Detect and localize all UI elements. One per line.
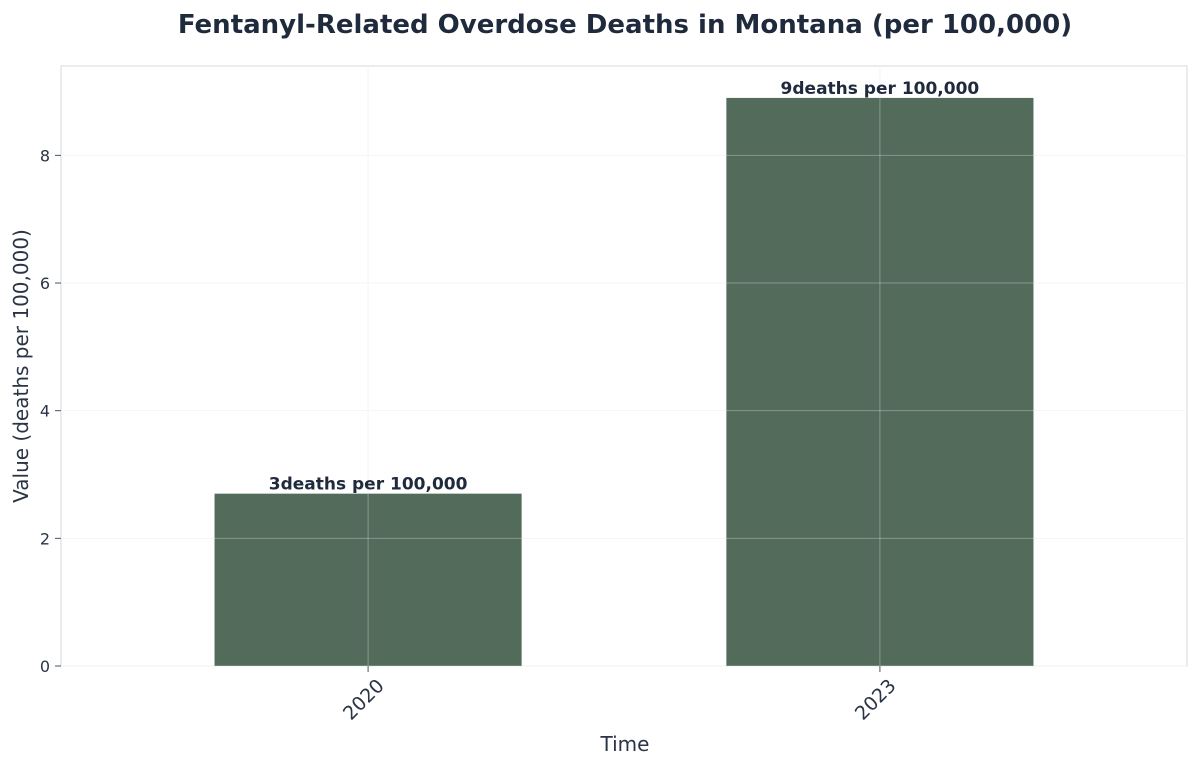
y-tick-label: 8 xyxy=(40,146,50,165)
y-tick-label: 0 xyxy=(40,657,50,676)
x-tick-label: 2020 xyxy=(339,675,389,725)
y-tick-label: 4 xyxy=(40,402,50,421)
bar-2023 xyxy=(726,97,1034,666)
chart-title: Fentanyl-Related Overdose Deaths in Mont… xyxy=(178,10,1072,40)
y-axis: 0 2 4 6 8 xyxy=(40,146,61,676)
data-label-2020: 3deaths per 100,000 xyxy=(269,475,468,495)
y-axis-label: Value (deaths per 100,000) xyxy=(9,229,33,503)
bar-2020 xyxy=(214,493,522,666)
x-axis: 2020 2023 xyxy=(339,666,901,725)
x-tick-label: 2023 xyxy=(851,675,901,725)
data-label-2023: 9deaths per 100,000 xyxy=(781,79,980,99)
data-labels: 3deaths per 100,000 9deaths per 100,000 xyxy=(269,79,980,495)
bar-grid-overlay xyxy=(61,66,1187,667)
x-axis-label: Time xyxy=(600,732,650,756)
y-tick-label: 6 xyxy=(40,274,50,293)
bars-layer xyxy=(214,97,1034,666)
y-tick-label: 2 xyxy=(40,529,50,548)
